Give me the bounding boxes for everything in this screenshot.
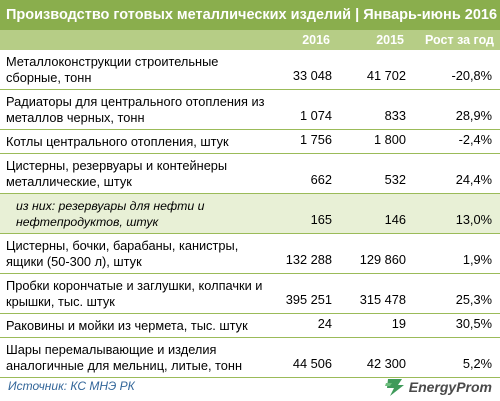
column-header-2016: 2016 [302,33,330,47]
table-row: Цистерны, резервуары и контейнеры металл… [0,154,500,194]
value-2015: 41 702 [366,68,406,83]
row-label: Цистерны, резервуары и контейнеры металл… [6,158,228,189]
table-sub-row: из них: резервуары для нефти и нефтепрод… [0,194,500,234]
table-row: Цистерны, бочки, барабаны, канистры, ящи… [0,234,500,274]
table-row: Шары перемалывающие и изделия аналогичны… [0,338,500,378]
table-row: Пробки корончатые и заглушки, колпачки и… [0,274,500,314]
source-note: Источник: КС МНЭ РК [8,379,135,393]
value-growth: 30,5% [455,316,492,331]
brand-name: EnergyProm [408,379,492,395]
value-2015: 315 478 [359,292,406,307]
table-header: 2016 2015 Рост за год [0,30,500,50]
table-title: Производство готовых металлических издел… [0,0,500,30]
row-label: Пробки корончатые и заглушки, колпачки и… [6,278,263,309]
value-2016: 165 [310,212,332,227]
brand-logo: EnergyProm [384,376,492,398]
value-2016: 132 288 [285,252,332,267]
table-row: Радиаторы для центрального отопления из … [0,90,500,130]
row-label: Шары перемалывающие и изделия аналогичны… [6,342,243,373]
row-label: Котлы центрального отопления, штук [6,134,229,149]
footer: Источник: КС МНЭ РК EnergyProm [0,373,500,401]
row-label: Раковины и мойки из чермета, тыс. штук [6,318,248,333]
value-2016: 1 756 [299,132,332,147]
value-growth: 1,9% [462,252,492,267]
value-2015: 19 [391,316,406,331]
column-header-growth: Рост за год [425,33,494,47]
value-2015: 1 800 [373,132,406,147]
table-row: Металлоконструкции строительные сборные,… [0,50,500,90]
value-growth: 25,3% [455,292,492,307]
energyprom-logo-icon [384,379,404,396]
row-label: Радиаторы для центрального отопления из … [6,94,265,125]
value-2015: 833 [384,108,406,123]
value-2016: 44 506 [292,356,332,371]
value-2016: 33 048 [292,68,332,83]
value-2016: 24 [317,316,332,331]
row-label: Металлоконструкции строительные сборные,… [6,54,219,85]
value-growth: 13,0% [455,212,492,227]
table-row: Раковины и мойки из чермета, тыс. штук 24… [0,314,500,338]
row-label: из них: резервуары для нефти и нефтепрод… [16,199,205,229]
value-2015: 129 860 [359,252,406,267]
row-label: Цистерны, бочки, барабаны, канистры, ящи… [6,238,239,269]
table-body: Металлоконструкции строительные сборные,… [0,50,500,378]
value-growth: 24,4% [455,172,492,187]
value-2016: 1 074 [299,108,332,123]
value-2016: 662 [310,172,332,187]
value-2015: 42 300 [366,356,406,371]
value-growth: 5,2% [462,356,492,371]
column-header-2015: 2015 [376,33,404,47]
value-growth: 28,9% [455,108,492,123]
value-growth: -2,4% [458,132,492,147]
table-row: Котлы центрального отопления, штук 1 756 1… [0,130,500,154]
value-2016: 395 251 [285,292,332,307]
value-2015: 532 [384,172,406,187]
value-growth: -20,8% [451,68,492,83]
value-2015: 146 [384,212,406,227]
